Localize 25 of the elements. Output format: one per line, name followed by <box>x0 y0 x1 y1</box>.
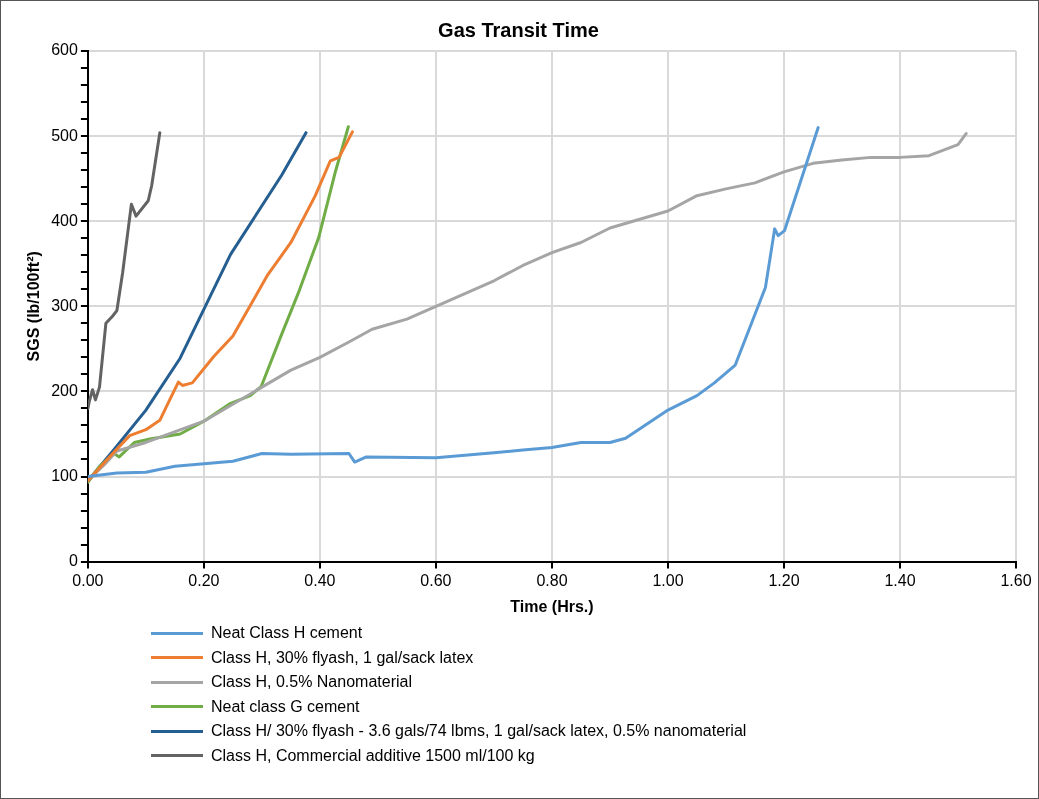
x-axis-title: Time (Hrs.) <box>510 597 594 615</box>
y-tick-label: 400 <box>51 211 78 229</box>
y-tick-label: 300 <box>51 296 78 314</box>
x-tick-label: 1.00 <box>652 571 684 589</box>
x-tick-label: 1.60 <box>1000 571 1032 589</box>
legend-label: Class H, 0.5% Nanomaterial <box>211 673 412 692</box>
legend-label: Neat class G cement <box>211 697 360 716</box>
x-tick-label: 1.20 <box>768 571 800 589</box>
x-tick-label: 0.80 <box>536 571 568 589</box>
y-tick-label: 600 <box>51 41 78 59</box>
x-tick-label: 0.00 <box>72 571 104 589</box>
y-axis-title: SGS (lb/100ft²) <box>25 251 43 362</box>
y-tick-label: 500 <box>51 126 78 144</box>
x-tick-label: 1.40 <box>884 571 916 589</box>
legend-label: Class H, 30% flyash, 1 gal/sack latex <box>211 648 474 667</box>
y-tick-label: 100 <box>51 466 78 484</box>
legend-label: Class H/ 30% flyash - 3.6 gals/74 lbms, 1 gal/sack latex, 0.5% nanomaterial <box>211 722 747 741</box>
y-tick-label: 0 <box>68 552 78 570</box>
legend-label: Class H, Commercial additive 1500 ml/100 kg <box>211 746 535 765</box>
x-tick-label: 0.60 <box>420 571 452 589</box>
chart-title: Gas Transit Time <box>438 18 599 41</box>
x-tick-label: 0.20 <box>188 571 220 589</box>
x-tick-label: 0.40 <box>304 571 336 589</box>
y-tick-label: 200 <box>51 381 78 399</box>
legend-label: Neat Class H cement <box>211 624 363 643</box>
